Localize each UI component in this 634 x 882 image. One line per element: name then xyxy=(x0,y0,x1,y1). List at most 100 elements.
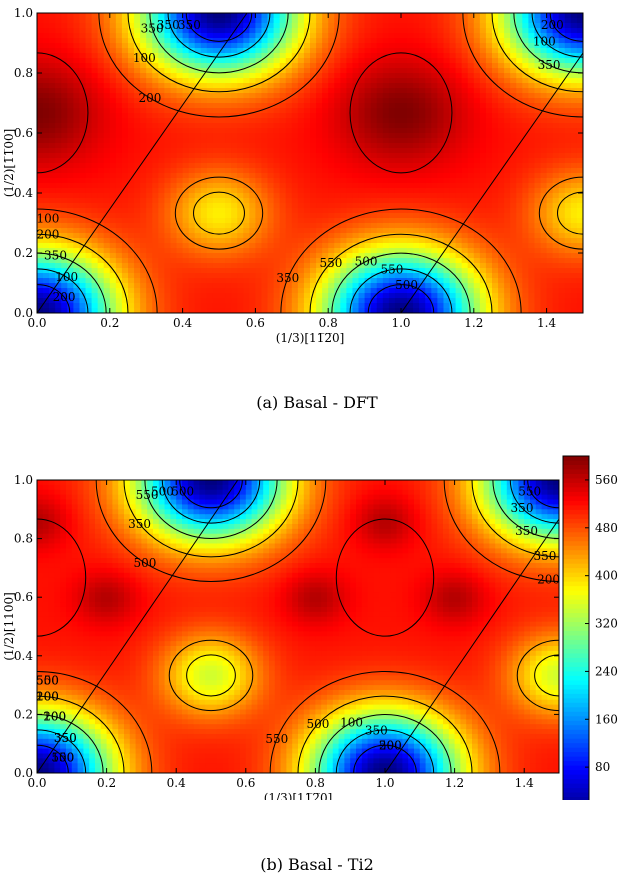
colorbar-segment xyxy=(563,474,589,479)
colorbar-segment xyxy=(563,483,589,488)
colorbar-segment xyxy=(563,779,589,784)
colorbar-segment xyxy=(563,622,589,627)
colorbar-segment xyxy=(563,582,589,587)
y-tick-label: 0.0 xyxy=(14,766,33,780)
colorbar-segment xyxy=(563,685,589,690)
colorbar-segment xyxy=(563,528,589,533)
x-axis-label: (1/3)[11̅2̅0] xyxy=(264,791,333,800)
colorbar-segment xyxy=(563,627,589,632)
contour-label: 500 xyxy=(36,674,59,688)
colorbar-segment xyxy=(563,757,589,762)
colorbar-tick-label: 240 xyxy=(595,664,618,678)
colorbar-segment xyxy=(563,770,589,775)
x-tick-label: 0.6 xyxy=(236,776,255,790)
colorbar-segment xyxy=(563,707,589,712)
contour-label: 100 xyxy=(340,716,363,730)
colorbar-segment xyxy=(563,555,589,560)
colorbar-segment xyxy=(563,644,589,649)
colorbar-segment xyxy=(563,609,589,614)
colorbar-segment xyxy=(563,734,589,739)
colorbar-segment xyxy=(563,505,589,510)
colorbar-segment xyxy=(563,649,589,654)
contour-label: 350 xyxy=(54,731,77,745)
colorbar-segment xyxy=(563,460,589,465)
contour-label: 550 xyxy=(518,485,541,499)
contour-label: 200 xyxy=(537,573,560,587)
colorbar-segment xyxy=(563,541,589,546)
colorbar-segment xyxy=(563,739,589,744)
contour-label: 500 xyxy=(171,485,194,499)
colorbar-segment xyxy=(563,550,589,555)
colorbar-tick-label: 480 xyxy=(595,521,618,535)
colorbar-segment xyxy=(563,725,589,730)
contour-label: 100 xyxy=(43,710,66,724)
colorbar-segment xyxy=(563,721,589,726)
heatmap-field: 5503502001005502003501005005505005005503… xyxy=(0,378,634,800)
colorbar-segment xyxy=(563,487,589,492)
colorbar-segment xyxy=(563,653,589,658)
colorbar-segment xyxy=(563,546,589,551)
colorbar-segment xyxy=(563,510,589,515)
colorbar-segment xyxy=(563,671,589,676)
colorbar-segment xyxy=(563,469,589,474)
colorbar-segment xyxy=(563,766,589,771)
contour-label: 350 xyxy=(128,517,151,531)
colorbar-segment xyxy=(563,564,589,569)
colorbar xyxy=(563,456,589,800)
colorbar-segment xyxy=(563,501,589,506)
contour-label: 350 xyxy=(511,501,534,515)
colorbar-segment xyxy=(563,492,589,497)
colorbar-segment xyxy=(563,604,589,609)
x-tick-label: 1.4 xyxy=(515,776,534,790)
colorbar-segment xyxy=(563,577,589,582)
contour-label: 550 xyxy=(136,488,159,502)
y-tick-label: 0.2 xyxy=(14,707,33,721)
colorbar-segment xyxy=(563,465,589,470)
y-tick-label: 0.6 xyxy=(14,590,33,604)
colorbar-segment xyxy=(563,658,589,663)
colorbar-segment xyxy=(563,478,589,483)
colorbar-segment xyxy=(563,519,589,524)
colorbar-segment xyxy=(563,730,589,735)
contour-label: 350 xyxy=(533,549,556,563)
y-tick-label: 1.0 xyxy=(14,473,33,487)
colorbar-segment xyxy=(563,784,589,789)
colorbar-tick-label: 160 xyxy=(595,712,618,726)
contour-label: 350 xyxy=(515,524,538,538)
colorbar-segment xyxy=(563,640,589,645)
colorbar-segment xyxy=(563,591,589,596)
colorbar-segment xyxy=(563,586,589,591)
contour-label: 500 xyxy=(134,556,157,570)
contour-label: 350 xyxy=(365,724,388,738)
y-tick-label: 0.4 xyxy=(14,649,33,663)
colorbar-segment xyxy=(563,676,589,681)
colorbar-segment xyxy=(563,618,589,623)
chart-basal-ti2: 5503502001005502003501005005505005005503… xyxy=(0,0,634,800)
colorbar-tick-label: 560 xyxy=(595,473,618,487)
colorbar-segment xyxy=(563,761,589,766)
colorbar-segment xyxy=(563,514,589,519)
x-tick-label: 0.2 xyxy=(97,776,116,790)
colorbar-segment xyxy=(563,537,589,542)
colorbar-segment xyxy=(563,568,589,573)
y-tick-label: 0.8 xyxy=(14,532,33,546)
colorbar-segment xyxy=(563,613,589,618)
colorbar-segment xyxy=(563,752,589,757)
colorbar-segment xyxy=(563,595,589,600)
colorbar-segment xyxy=(563,703,589,708)
x-tick-label: 1.2 xyxy=(445,776,464,790)
colorbar-segment xyxy=(563,694,589,699)
colorbar-segment xyxy=(563,636,589,641)
contour-label: 100 xyxy=(51,750,74,764)
contour-label: 500 xyxy=(379,739,402,753)
x-tick-label: 1.0 xyxy=(375,776,394,790)
colorbar-segment xyxy=(563,788,589,793)
colorbar-segment xyxy=(563,496,589,501)
colorbar-segment xyxy=(563,775,589,780)
colorbar-tick-label: 80 xyxy=(595,760,610,774)
colorbar-segment xyxy=(563,748,589,753)
colorbar-segment xyxy=(563,532,589,537)
colorbar-segment xyxy=(563,797,589,800)
colorbar-segment xyxy=(563,600,589,605)
x-tick-label: 0.8 xyxy=(306,776,325,790)
